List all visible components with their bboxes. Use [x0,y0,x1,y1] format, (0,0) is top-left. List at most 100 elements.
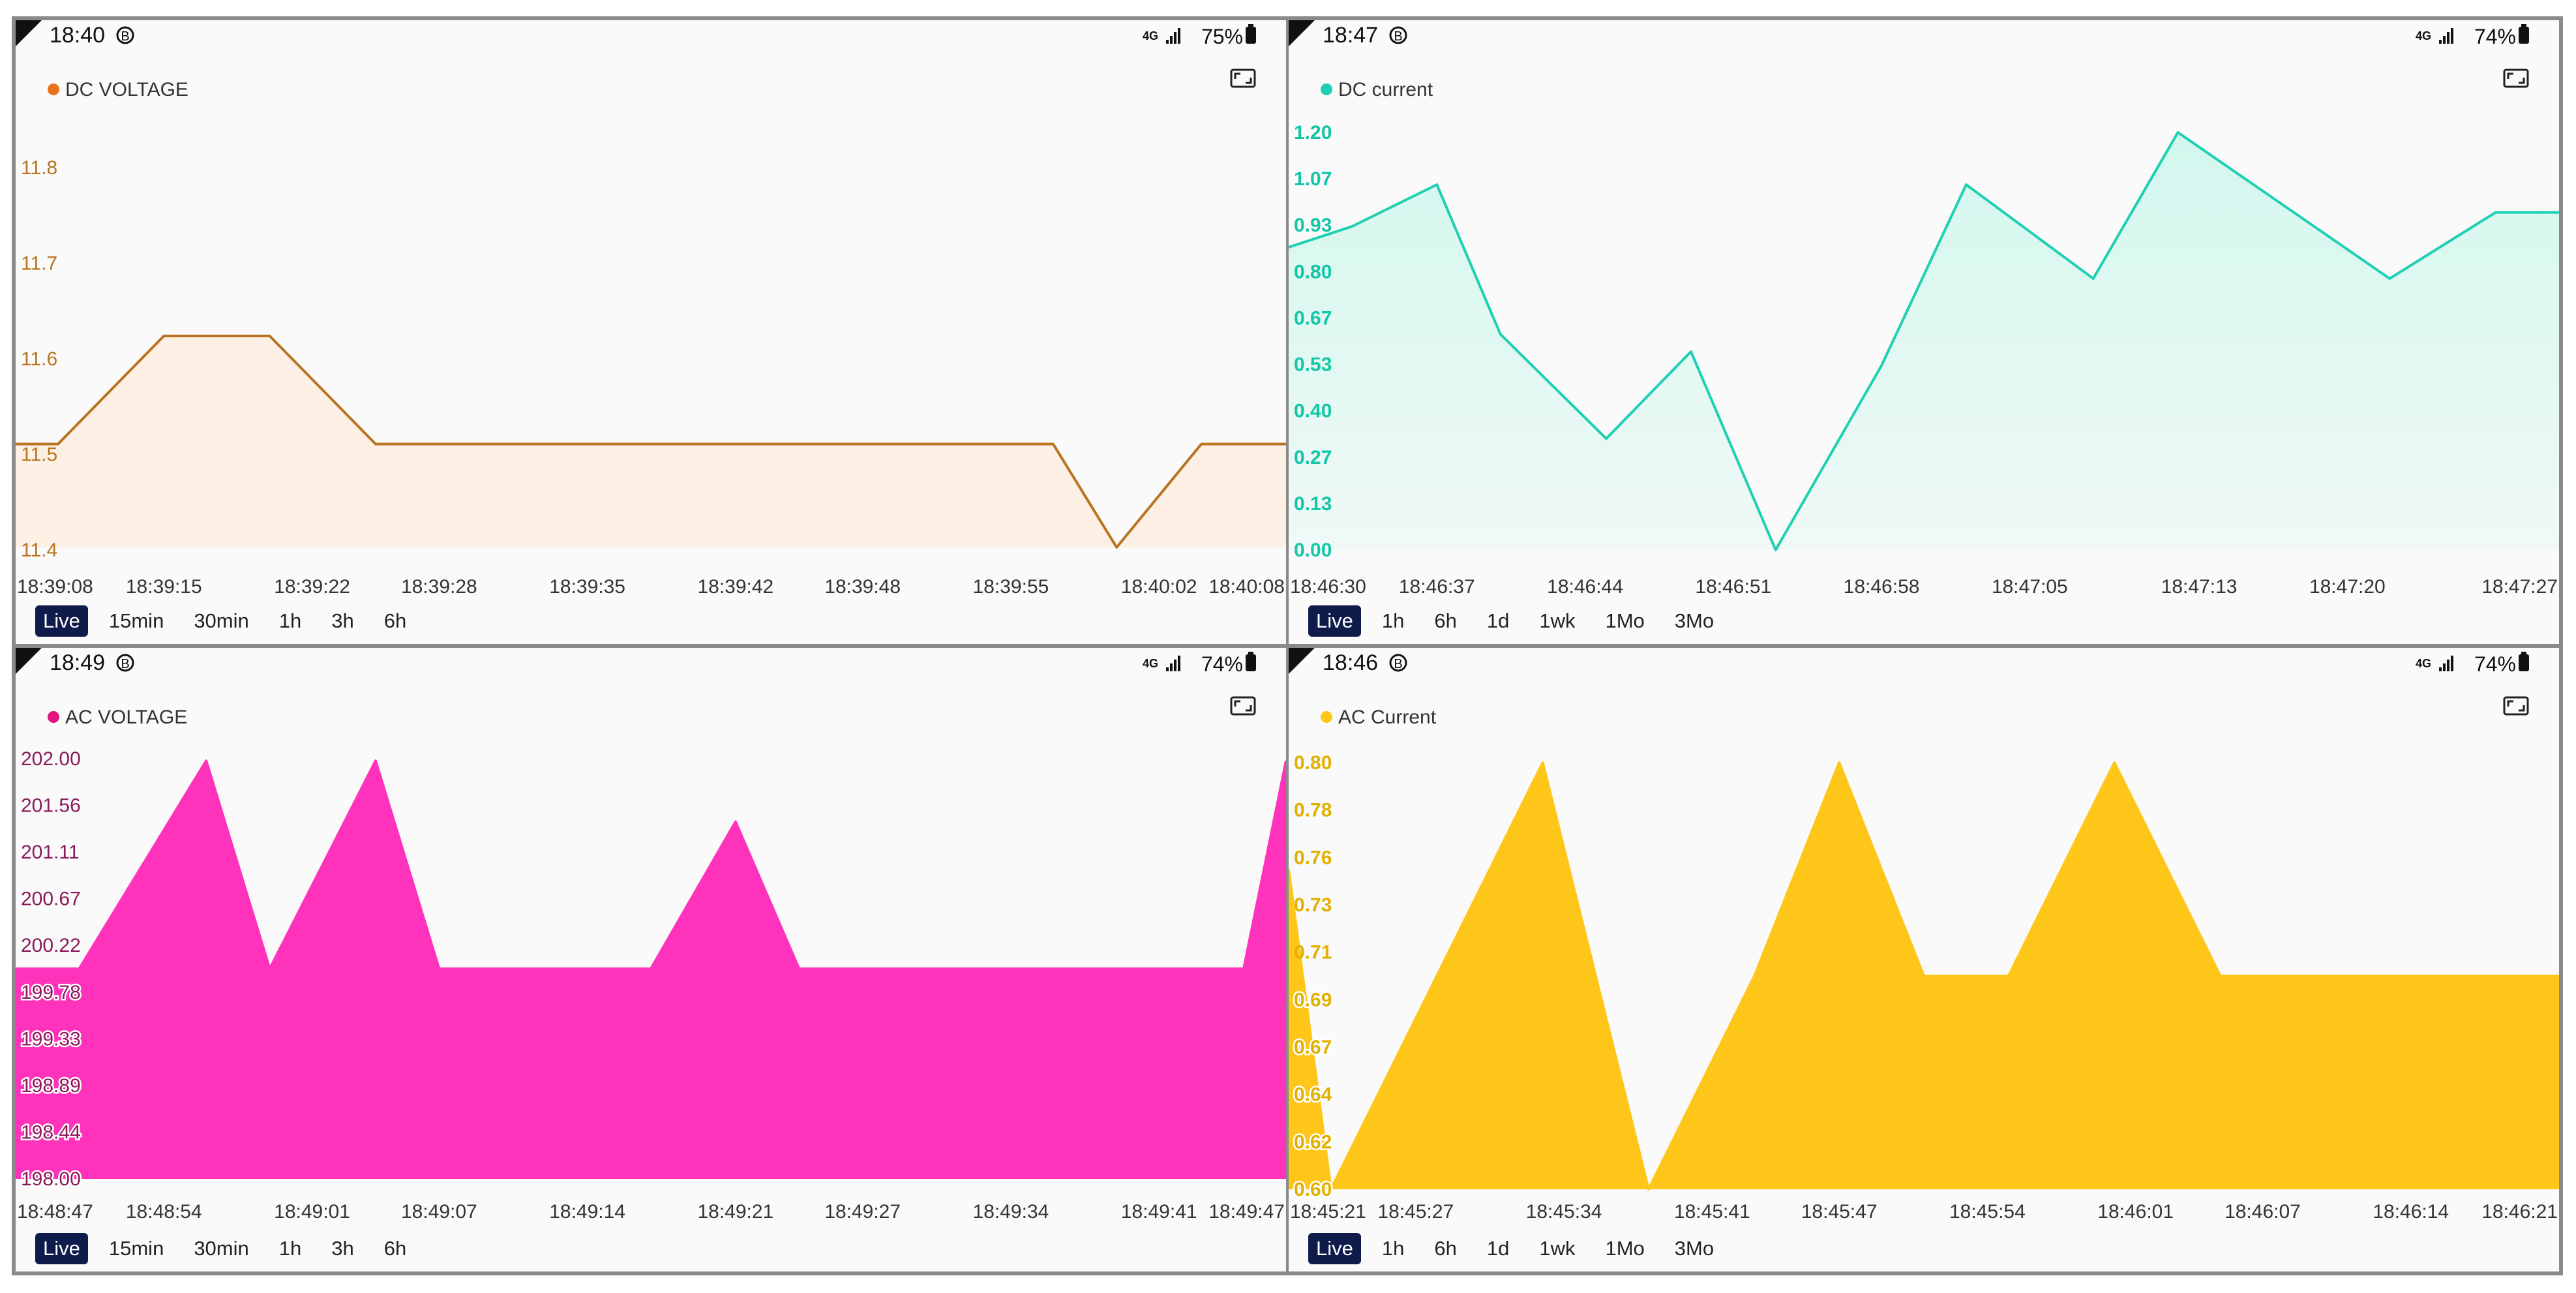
series-line [1289,131,2559,551]
y-tick-label: 202.00 [21,748,81,770]
y-tick-label: 198.00 [21,1168,81,1190]
x-tick-label: 18:47:13 [2161,576,2238,598]
range-button-1h[interactable]: 1h [270,605,310,637]
time-range-selector: Live 1h 6h 1d 1wk 1Mo 3Mo [1308,603,1735,639]
chart-panel-2: 18:47 B 74% 4G DC current 1.20 1.07 0.93 0.80 0.6… [1289,20,2559,644]
range-button-6h[interactable]: 6h [1425,1233,1465,1264]
range-button-6h[interactable]: 6h [375,1233,415,1264]
x-tick-label: 18:48:54 [126,1201,202,1223]
range-button-live[interactable]: Live [1308,605,1361,637]
y-tick-label: 0.80 [1294,752,1332,774]
x-tick-label: 18:39:55 [973,576,1049,598]
x-tick-label: 18:47:20 [2309,576,2386,598]
battery-percent: 74% [1201,652,1243,676]
x-tick-label: 18:49:41 [1121,1201,1197,1223]
legend-label: DC VOLTAGE [65,79,188,100]
y-tick-label: 201.56 [21,795,81,817]
x-tick-label: 18:47:05 [1992,576,2068,598]
range-button-6h[interactable]: 6h [375,605,415,637]
range-button-1wk[interactable]: 1wk [1530,605,1584,637]
legend-dot [48,711,59,723]
battery-percent: 75% [1201,25,1243,48]
y-tick-label: 1.20 [1294,122,1332,144]
range-button-1h[interactable]: 1h [270,1233,310,1264]
y-tick-label: 0.80 [1294,261,1332,282]
range-button-15min[interactable]: 15min [100,1233,173,1264]
fullscreen-icon[interactable] [2503,696,2529,716]
signal-icon [2439,28,2453,44]
range-button-1d[interactable]: 1d [1478,605,1518,637]
time-range-selector: Live 1h 6h 1d 1wk 1Mo 3Mo [1308,1231,1735,1266]
chart-svg: 18:47 B 74% 4G DC current 1.20 1.07 0.93 0.80 0.6… [1289,23,2559,598]
range-button-1wk[interactable]: 1wk [1530,1233,1584,1264]
x-tick-label: 18:47:27 [2481,576,2558,598]
y-tick-label: 0.67 [1294,1037,1332,1058]
y-tick-label: 198.89 [21,1075,81,1097]
range-button-live[interactable]: Live [35,605,88,637]
x-tick-label: 18:46:51 [1695,576,1771,598]
x-tick-label: 18:49:21 [697,1201,773,1223]
y-tick-label: 0.62 [1294,1131,1332,1153]
signal-icon [1166,656,1180,671]
chart-svg: 18:46 B 74% 4G AC Current 0.80 0.78 0.76 0.73 0.7… [1289,650,2559,1223]
y-tick-label: 0.64 [1294,1084,1332,1106]
fullscreen-icon[interactable] [1230,68,1256,88]
x-tick-label: 18:45:41 [1674,1201,1750,1223]
x-tick-label: 18:49:07 [401,1201,477,1223]
x-tick-label: 18:46:14 [2373,1201,2449,1223]
legend-label: DC current [1338,79,1433,100]
fullscreen-icon[interactable] [2503,68,2529,88]
range-button-3h[interactable]: 3h [322,605,363,637]
range-button-3mo[interactable]: 3Mo [1666,605,1723,637]
range-button-1mo[interactable]: 1Mo [1596,605,1653,637]
range-button-3mo[interactable]: 3Mo [1666,1233,1723,1264]
x-tick-label: 18:45:54 [1949,1201,2026,1223]
range-button-live[interactable]: Live [1308,1233,1361,1264]
range-button-3h[interactable]: 3h [322,1233,363,1264]
series-line [1289,761,2559,1191]
range-button-1h[interactable]: 1h [1373,605,1413,637]
legend-label: AC Current [1338,707,1437,728]
x-tick-label: 18:49:47 [1208,1201,1285,1223]
time-range-selector: Live 15min 30min 1h 3h 6h [35,1231,427,1266]
x-tick-label: 18:45:21 [1290,1201,1366,1223]
range-button-1d[interactable]: 1d [1478,1233,1518,1264]
y-tick-label: 0.13 [1294,493,1332,515]
svg-text:B: B [121,29,129,44]
x-tick-label: 18:48:47 [17,1201,93,1223]
x-tick-label: 18:49:01 [274,1201,350,1223]
y-tick-label: 0.27 [1294,447,1332,468]
range-button-live[interactable]: Live [35,1233,88,1264]
range-button-15min[interactable]: 15min [100,605,173,637]
range-button-30min[interactable]: 30min [185,605,258,637]
x-tick-label: 18:39:35 [549,576,625,598]
battery-icon [1246,24,1256,44]
range-button-30min[interactable]: 30min [185,1233,258,1264]
signal-icon [2439,656,2453,671]
y-tick-label: 0.69 [1294,989,1332,1011]
y-tick-label: 200.22 [21,935,81,956]
y-tick-label: 0.67 [1294,307,1332,329]
battery-percent: 74% [2474,652,2516,676]
y-tick-label: 11.4 [21,540,57,561]
svg-text:B: B [1394,657,1402,671]
y-tick-label: 0.60 [1294,1179,1332,1200]
y-tick-label: 0.73 [1294,894,1332,916]
range-button-6h[interactable]: 6h [1425,605,1465,637]
chart-svg: 18:40 B 75% 4G DC VOLTAGE 11.8 11.7 11.6 11.5 11.… [16,23,1286,598]
range-button-1mo[interactable]: 1Mo [1596,1233,1653,1264]
chart-panel-4: 18:46 B 74% 4G AC Current 0.80 0.78 0.76 0.73 0.7… [1289,648,2559,1271]
status-time: 18:40 [50,23,105,48]
y-tick-label: 200.67 [21,889,81,910]
battery-icon [1246,652,1256,671]
y-tick-label: 201.11 [21,842,80,863]
b-circle-icon: B [116,654,134,672]
range-button-1h[interactable]: 1h [1373,1233,1413,1264]
fullscreen-icon[interactable] [1230,696,1256,716]
y-tick-label: 11.8 [21,157,57,179]
legend-dot [1321,711,1332,723]
y-tick-label: 1.07 [1294,168,1332,190]
b-circle-icon: B [1389,654,1407,672]
battery-percent: 74% [2474,25,2516,48]
x-tick-label: 18:39:15 [126,576,202,598]
